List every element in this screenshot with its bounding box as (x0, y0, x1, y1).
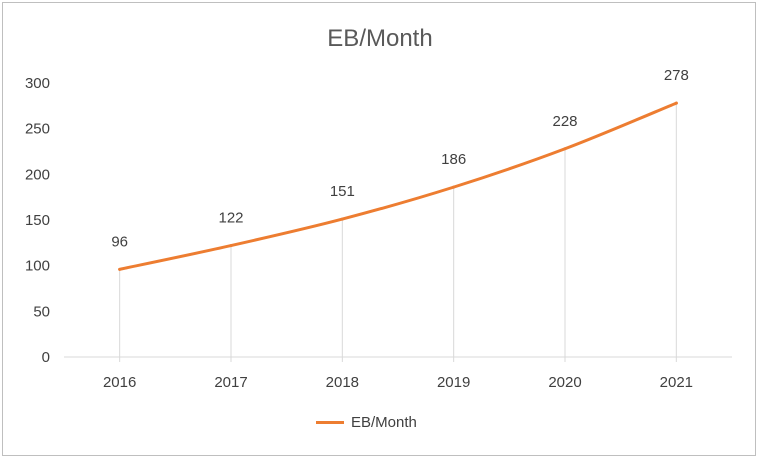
chart-area: EB/Month (2, 2, 756, 456)
x-tick-label: 2016 (103, 374, 136, 391)
legend: EB/Month (316, 414, 417, 431)
y-tick-label: 100 (25, 258, 50, 275)
data-point (340, 217, 344, 221)
legend-swatch (316, 421, 344, 424)
data-point (563, 147, 567, 151)
y-tick-label: 50 (33, 303, 50, 320)
series-line-eb-month (118, 101, 678, 271)
data-label: 278 (664, 67, 689, 84)
x-tick-label: 2018 (326, 374, 359, 391)
x-tick-label: 2017 (214, 374, 247, 391)
data-label: 228 (552, 113, 577, 130)
data-label: 122 (218, 210, 243, 227)
x-tick-label: 2019 (437, 374, 470, 391)
legend-label: EB/Month (351, 414, 417, 431)
y-tick-label: 250 (25, 121, 50, 138)
y-tick-label: 200 (25, 166, 50, 183)
data-point (674, 101, 678, 105)
y-tick-label: 0 (42, 349, 50, 366)
y-tick-label: 150 (25, 212, 50, 229)
chart-title: EB/Month (327, 25, 433, 52)
data-label: 96 (111, 233, 128, 250)
y-tick-label: 300 (25, 75, 50, 92)
data-label: 186 (441, 151, 466, 168)
x-tick-label: 2021 (660, 374, 693, 391)
data-label: 151 (330, 183, 355, 200)
x-tick-label: 2020 (548, 374, 581, 391)
data-point (229, 244, 233, 248)
data-point (452, 185, 456, 189)
data-point (118, 267, 122, 271)
